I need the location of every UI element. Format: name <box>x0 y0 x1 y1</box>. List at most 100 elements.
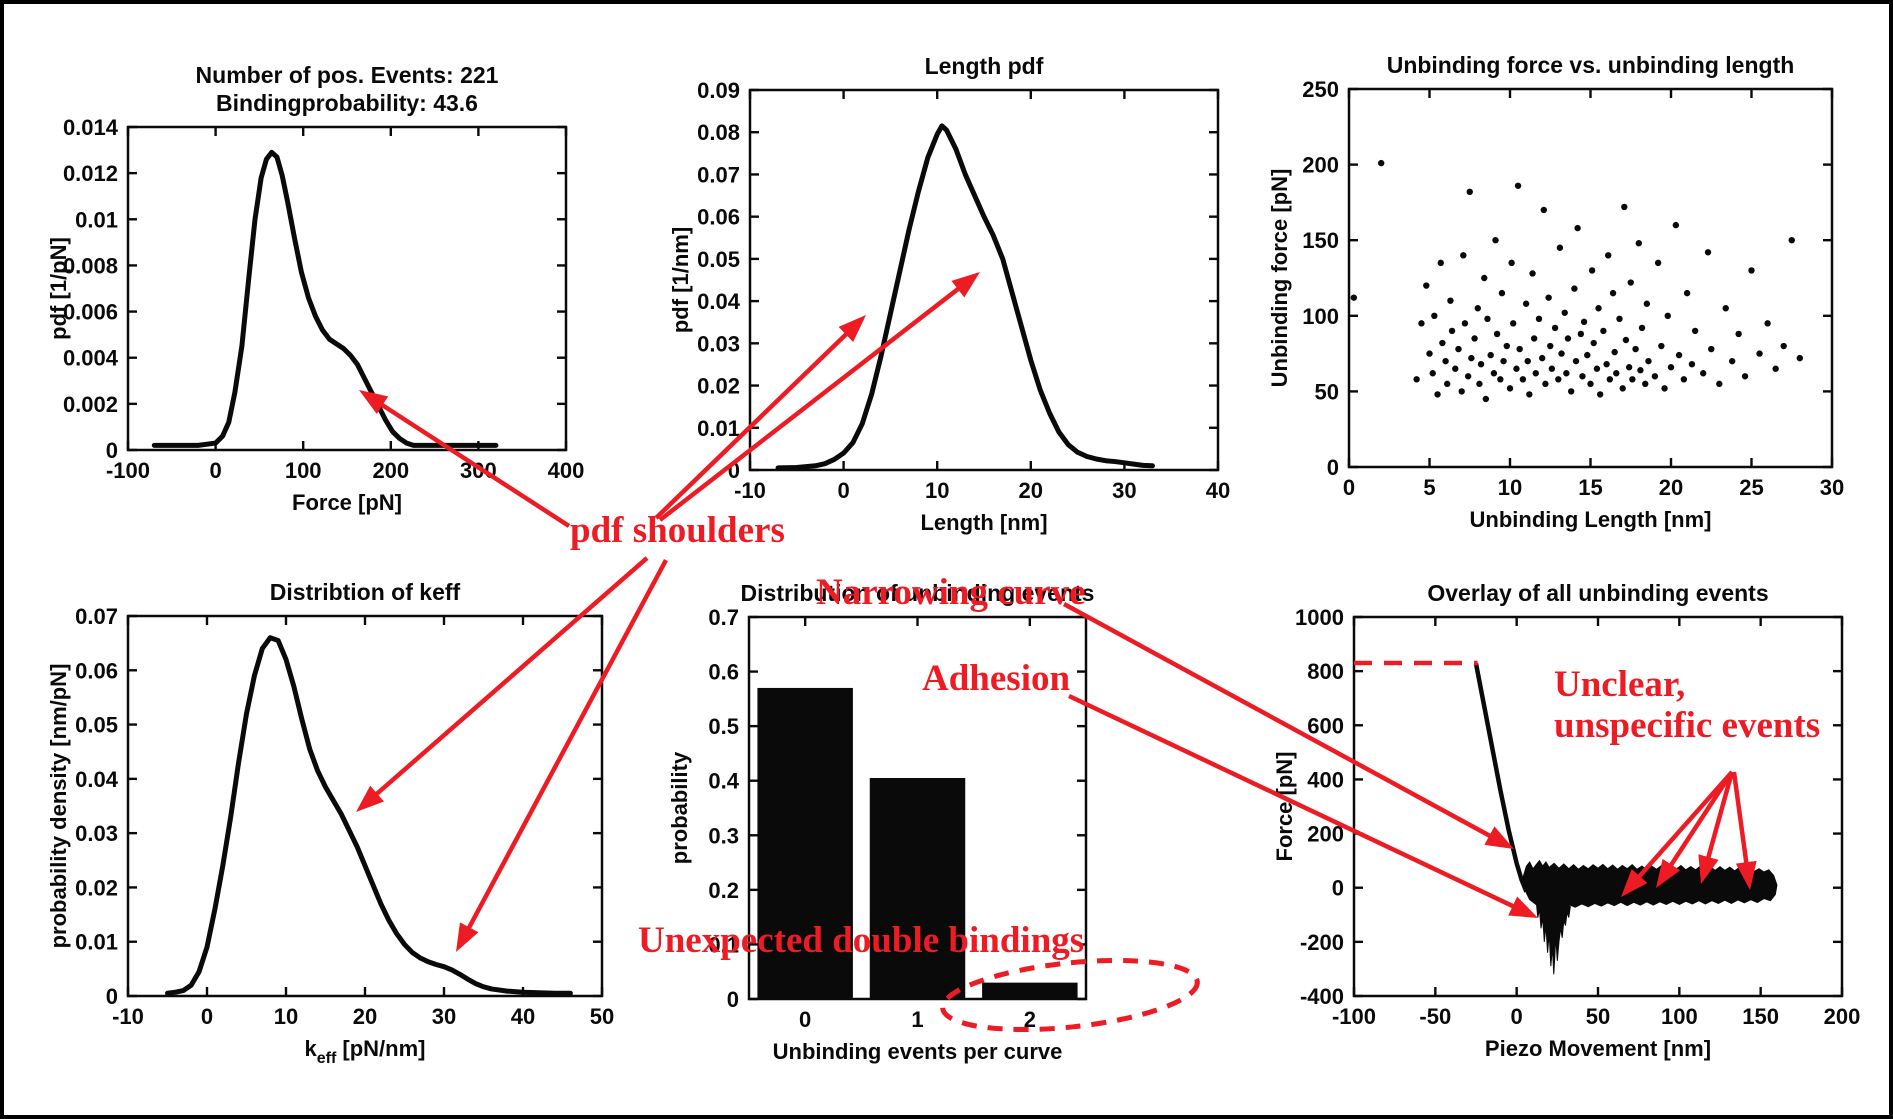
svg-text:0.008: 0.008 <box>63 253 118 278</box>
svg-text:150: 150 <box>1302 228 1339 253</box>
svg-text:0: 0 <box>1332 876 1344 901</box>
svg-text:-400: -400 <box>1300 984 1344 1009</box>
svg-text:-10: -10 <box>734 478 766 503</box>
svg-text:0.02: 0.02 <box>697 374 740 399</box>
svg-text:0.012: 0.012 <box>63 161 118 186</box>
svg-text:0.7: 0.7 <box>708 605 739 630</box>
svg-text:100: 100 <box>1302 304 1339 329</box>
svg-text:0.002: 0.002 <box>63 392 118 417</box>
svg-text:0.08: 0.08 <box>697 120 740 145</box>
annotation-unclear-line2: unspecific events <box>1554 705 1821 747</box>
svg-text:Overlay of all unbinding event: Overlay of all unbinding events <box>1427 580 1768 606</box>
chart-6: -100 -50 0 50 100 150 200-400-2000200400600800… <box>1272 580 1860 1061</box>
svg-text:pdf [1/pN]: pdf [1/pN] <box>46 237 71 340</box>
svg-text:0: 0 <box>837 478 849 503</box>
svg-text:-100: -100 <box>106 458 150 483</box>
svg-text:400: 400 <box>1307 767 1344 792</box>
svg-text:Length [nm]: Length [nm] <box>920 510 1047 535</box>
svg-text:200: 200 <box>1302 153 1339 178</box>
svg-text:Unbinding force vs. unbinding: Unbinding force vs. unbinding length <box>1387 52 1795 78</box>
svg-text:keff [pN/nm]: keff [pN/nm] <box>304 1036 425 1067</box>
svg-text:Length pdf: Length pdf <box>925 53 1044 79</box>
svg-text:50: 50 <box>1586 1004 1610 1029</box>
svg-text:20: 20 <box>1019 478 1043 503</box>
svg-text:Unbinding Length [nm]: Unbinding Length [nm] <box>1470 507 1712 532</box>
svg-text:600: 600 <box>1307 713 1344 738</box>
svg-text:0: 0 <box>727 987 739 1012</box>
svg-text:-50: -50 <box>1419 1004 1451 1029</box>
svg-text:probability density [nm/pN]: probability density [nm/pN] <box>46 664 71 949</box>
annotation-unexpected-double-bindings: Unexpected double bindings <box>638 920 1085 961</box>
svg-text:0: 0 <box>1343 475 1355 500</box>
svg-text:Distribtion of keff: Distribtion of keff <box>270 579 461 605</box>
svg-text:0.4: 0.4 <box>708 769 739 794</box>
svg-text:0.03: 0.03 <box>697 331 740 356</box>
plots-svg: -100 0 100 200 300 40000.0020.0040.0060.0080.… <box>46 52 1860 1067</box>
svg-text:30: 30 <box>432 1004 456 1029</box>
annotation-adhesion: Adhesion <box>922 658 1071 699</box>
svg-text:1: 1 <box>911 1007 923 1032</box>
svg-text:0: 0 <box>1511 1004 1523 1029</box>
svg-text:0.1: 0.1 <box>708 932 739 957</box>
svg-text:200: 200 <box>372 458 409 483</box>
svg-text:0.6: 0.6 <box>708 660 739 685</box>
svg-text:0.01: 0.01 <box>75 207 118 232</box>
svg-text:-200: -200 <box>1300 930 1344 955</box>
svg-text:20: 20 <box>353 1004 377 1029</box>
svg-text:probability: probability <box>667 751 692 864</box>
svg-text:15: 15 <box>1578 475 1602 500</box>
svg-text:0.04: 0.04 <box>75 767 119 792</box>
svg-text:-100: -100 <box>1332 1004 1376 1029</box>
svg-text:40: 40 <box>1206 478 1230 503</box>
svg-text:0: 0 <box>106 984 118 1009</box>
chart-1: -100 0 100 200 300 40000.0020.0040.0060.0080.… <box>46 62 584 515</box>
svg-text:Distribution of unbinding even: Distribution of unbinding events <box>741 580 1095 606</box>
chart-4: -10 0 10 20 30 40 5000.010.020.030.040.050.060… <box>46 579 614 1067</box>
svg-text:0.07: 0.07 <box>75 604 118 629</box>
svg-text:0.03: 0.03 <box>75 821 118 846</box>
svg-text:800: 800 <box>1307 659 1344 684</box>
svg-text:400: 400 <box>548 458 585 483</box>
svg-text:0.07: 0.07 <box>697 162 740 187</box>
svg-text:pdf [1/nm]: pdf [1/nm] <box>668 227 693 333</box>
svg-text:30: 30 <box>1820 475 1844 500</box>
chart-3: 0 5 10 15 20 25 30 0 50 100 150 200 250 Unbinding for… <box>1267 52 1844 532</box>
svg-text:10: 10 <box>1498 475 1522 500</box>
svg-text:1000: 1000 <box>1295 605 1344 630</box>
svg-text:-10: -10 <box>112 1004 144 1029</box>
svg-text:2: 2 <box>1024 1007 1036 1032</box>
svg-text:0.004: 0.004 <box>63 346 119 371</box>
annotation-arrows <box>356 272 1757 952</box>
svg-text:50: 50 <box>590 1004 614 1029</box>
svg-text:0.06: 0.06 <box>75 658 118 683</box>
svg-text:30: 30 <box>1112 478 1136 503</box>
svg-text:10: 10 <box>925 478 949 503</box>
svg-text:0: 0 <box>106 438 118 463</box>
svg-text:0: 0 <box>209 458 221 483</box>
svg-text:0: 0 <box>799 1007 811 1032</box>
svg-text:0.014: 0.014 <box>63 115 119 140</box>
svg-text:150: 150 <box>1742 1004 1779 1029</box>
svg-text:0: 0 <box>201 1004 213 1029</box>
annotation-unclear-line1: Unclear, <box>1554 664 1686 705</box>
svg-text:0.05: 0.05 <box>697 247 740 272</box>
svg-text:0.02: 0.02 <box>75 875 118 900</box>
svg-text:Bindingprobability: 43.6: Bindingprobability: 43.6 <box>216 90 478 116</box>
svg-text:0.3: 0.3 <box>708 823 739 848</box>
svg-text:0.01: 0.01 <box>75 930 118 955</box>
svg-text:20: 20 <box>1659 475 1683 500</box>
svg-text:Unbinding force [pN]: Unbinding force [pN] <box>1267 169 1292 388</box>
svg-text:Force [pN]: Force [pN] <box>292 490 402 515</box>
svg-text:0.5: 0.5 <box>708 714 739 739</box>
svg-text:0.05: 0.05 <box>75 713 118 738</box>
svg-text:5: 5 <box>1423 475 1435 500</box>
svg-text:Number of pos. Events: 221: Number of pos. Events: 221 <box>196 62 499 88</box>
svg-text:0.06: 0.06 <box>697 205 740 230</box>
svg-text:100: 100 <box>285 458 322 483</box>
double-binding-ellipse <box>940 957 1200 1033</box>
svg-text:Force [pN]: Force [pN] <box>1272 752 1297 862</box>
svg-text:10: 10 <box>274 1004 298 1029</box>
svg-text:25: 25 <box>1739 475 1763 500</box>
svg-text:Unbinding events per curve: Unbinding events per curve <box>773 1039 1063 1064</box>
